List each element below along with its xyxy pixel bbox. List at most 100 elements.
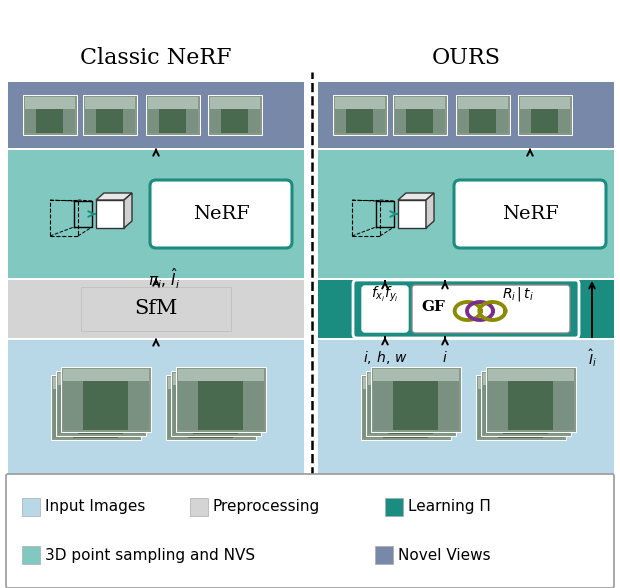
- Bar: [375, 546, 393, 564]
- Bar: [210, 97, 260, 133]
- Bar: [335, 97, 385, 133]
- Bar: [456, 95, 510, 135]
- Bar: [8, 280, 304, 338]
- Bar: [190, 498, 208, 516]
- Bar: [166, 375, 256, 439]
- Text: $\pi_i,\,\hat{I}_i$: $\pi_i,\,\hat{I}_i$: [148, 267, 180, 291]
- Bar: [148, 97, 198, 133]
- Bar: [363, 376, 449, 389]
- Bar: [78, 385, 123, 433]
- Bar: [335, 97, 385, 109]
- Bar: [53, 376, 139, 389]
- Text: $i$: $i$: [442, 350, 448, 366]
- Bar: [486, 366, 576, 432]
- Bar: [318, 340, 614, 474]
- Bar: [366, 370, 456, 436]
- Bar: [208, 95, 262, 135]
- Bar: [176, 366, 266, 432]
- Bar: [458, 97, 508, 133]
- Bar: [83, 380, 128, 429]
- Bar: [388, 385, 433, 433]
- Bar: [210, 97, 260, 109]
- Bar: [371, 366, 461, 432]
- Bar: [481, 370, 571, 436]
- Polygon shape: [124, 193, 132, 228]
- FancyBboxPatch shape: [150, 180, 292, 248]
- Bar: [458, 97, 508, 109]
- Bar: [483, 373, 569, 433]
- Bar: [146, 95, 200, 135]
- Bar: [363, 376, 449, 437]
- Text: $i,\,h,\,w$: $i,\,h,\,w$: [363, 349, 407, 366]
- Bar: [8, 82, 304, 148]
- Text: $f_{x_i}f_{y_i}$: $f_{x_i}f_{y_i}$: [371, 285, 399, 303]
- Bar: [520, 97, 570, 133]
- Bar: [56, 370, 146, 436]
- Text: NeRF: NeRF: [502, 205, 559, 223]
- Bar: [508, 380, 553, 429]
- Bar: [531, 109, 558, 133]
- Bar: [168, 376, 254, 389]
- Bar: [488, 369, 574, 429]
- Bar: [85, 97, 135, 133]
- Text: NeRF: NeRF: [193, 205, 249, 223]
- Bar: [221, 109, 248, 133]
- Bar: [406, 109, 433, 133]
- Bar: [385, 498, 403, 516]
- Bar: [58, 373, 144, 433]
- Bar: [518, 95, 572, 135]
- Bar: [22, 498, 40, 516]
- Bar: [395, 97, 445, 109]
- Text: $R_i\,|\,t_i$: $R_i\,|\,t_i$: [502, 285, 534, 303]
- Bar: [383, 389, 428, 437]
- Text: SfM: SfM: [135, 299, 177, 319]
- Bar: [173, 373, 259, 433]
- Bar: [483, 373, 569, 385]
- Bar: [198, 380, 243, 429]
- Bar: [520, 97, 570, 109]
- Bar: [8, 150, 304, 278]
- Bar: [373, 369, 459, 429]
- Bar: [193, 385, 238, 433]
- Text: 3D point sampling and NVS: 3D point sampling and NVS: [45, 547, 255, 563]
- Bar: [478, 376, 564, 389]
- Bar: [36, 109, 63, 133]
- Bar: [23, 95, 77, 135]
- Bar: [63, 369, 149, 380]
- Bar: [318, 82, 614, 148]
- Bar: [498, 389, 543, 437]
- Bar: [63, 369, 149, 429]
- Text: $\hat{I}_i$: $\hat{I}_i$: [588, 347, 596, 369]
- Bar: [318, 280, 614, 338]
- Bar: [368, 373, 454, 385]
- Bar: [159, 109, 186, 133]
- Text: Preprocessing: Preprocessing: [213, 499, 321, 514]
- Polygon shape: [426, 193, 434, 228]
- Bar: [178, 369, 264, 380]
- Text: Input Images: Input Images: [45, 499, 145, 514]
- Polygon shape: [96, 193, 132, 200]
- Polygon shape: [398, 193, 434, 200]
- Text: OURS: OURS: [432, 47, 500, 69]
- Bar: [148, 97, 198, 109]
- FancyBboxPatch shape: [412, 285, 570, 333]
- Text: GF: GF: [421, 300, 445, 314]
- Bar: [51, 375, 141, 439]
- Bar: [476, 375, 566, 439]
- Bar: [58, 373, 144, 385]
- Bar: [395, 97, 445, 133]
- Bar: [22, 546, 40, 564]
- Bar: [178, 369, 264, 429]
- Bar: [333, 95, 387, 135]
- FancyBboxPatch shape: [6, 474, 614, 588]
- Bar: [361, 375, 451, 439]
- Bar: [503, 385, 548, 433]
- Bar: [85, 97, 135, 109]
- Bar: [318, 150, 614, 278]
- Bar: [173, 373, 259, 385]
- FancyBboxPatch shape: [454, 180, 606, 248]
- Bar: [168, 376, 254, 437]
- Bar: [171, 370, 261, 436]
- Bar: [25, 97, 75, 133]
- Bar: [393, 380, 438, 429]
